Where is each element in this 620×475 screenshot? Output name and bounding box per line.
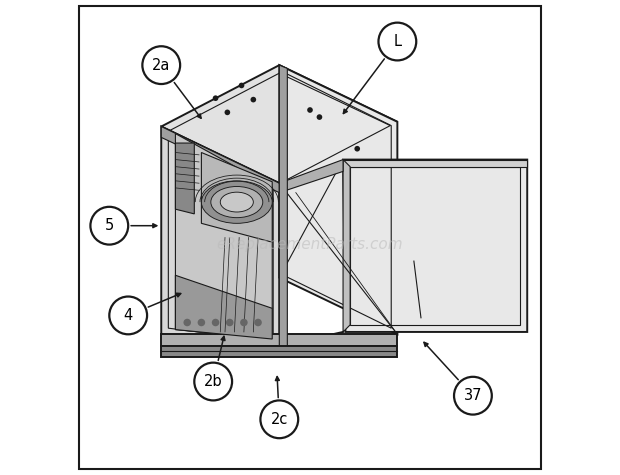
Polygon shape [279, 65, 287, 347]
Circle shape [454, 377, 492, 415]
Polygon shape [343, 160, 350, 332]
Circle shape [213, 95, 218, 101]
Polygon shape [175, 276, 272, 339]
Text: 2c: 2c [270, 412, 288, 427]
Polygon shape [343, 160, 527, 167]
Circle shape [184, 319, 191, 326]
Circle shape [260, 400, 298, 438]
Circle shape [198, 319, 205, 326]
Circle shape [317, 114, 322, 120]
Polygon shape [161, 346, 397, 357]
Polygon shape [161, 65, 397, 183]
Ellipse shape [220, 192, 254, 212]
Circle shape [224, 110, 230, 115]
Circle shape [194, 362, 232, 400]
Polygon shape [279, 160, 343, 190]
Ellipse shape [211, 187, 263, 218]
Ellipse shape [202, 181, 272, 223]
Polygon shape [175, 143, 194, 214]
Polygon shape [175, 133, 272, 339]
Text: 4: 4 [123, 308, 133, 323]
Circle shape [307, 107, 313, 113]
Polygon shape [161, 126, 279, 193]
Text: 2a: 2a [152, 57, 171, 73]
Circle shape [143, 46, 180, 84]
Circle shape [109, 296, 147, 334]
Circle shape [226, 319, 234, 326]
Circle shape [378, 23, 416, 60]
Text: 2b: 2b [204, 374, 223, 389]
Text: eReplacementParts.com: eReplacementParts.com [216, 237, 404, 252]
Text: L: L [393, 34, 401, 49]
Circle shape [254, 319, 262, 326]
Circle shape [240, 319, 247, 326]
Circle shape [239, 83, 244, 88]
Polygon shape [161, 334, 397, 346]
Polygon shape [343, 160, 527, 332]
Circle shape [91, 207, 128, 245]
Circle shape [250, 97, 256, 103]
Text: 37: 37 [464, 388, 482, 403]
Circle shape [212, 319, 219, 326]
Circle shape [355, 146, 360, 152]
Text: 5: 5 [105, 218, 114, 233]
Polygon shape [161, 126, 279, 346]
Polygon shape [202, 152, 272, 242]
Polygon shape [279, 65, 397, 334]
